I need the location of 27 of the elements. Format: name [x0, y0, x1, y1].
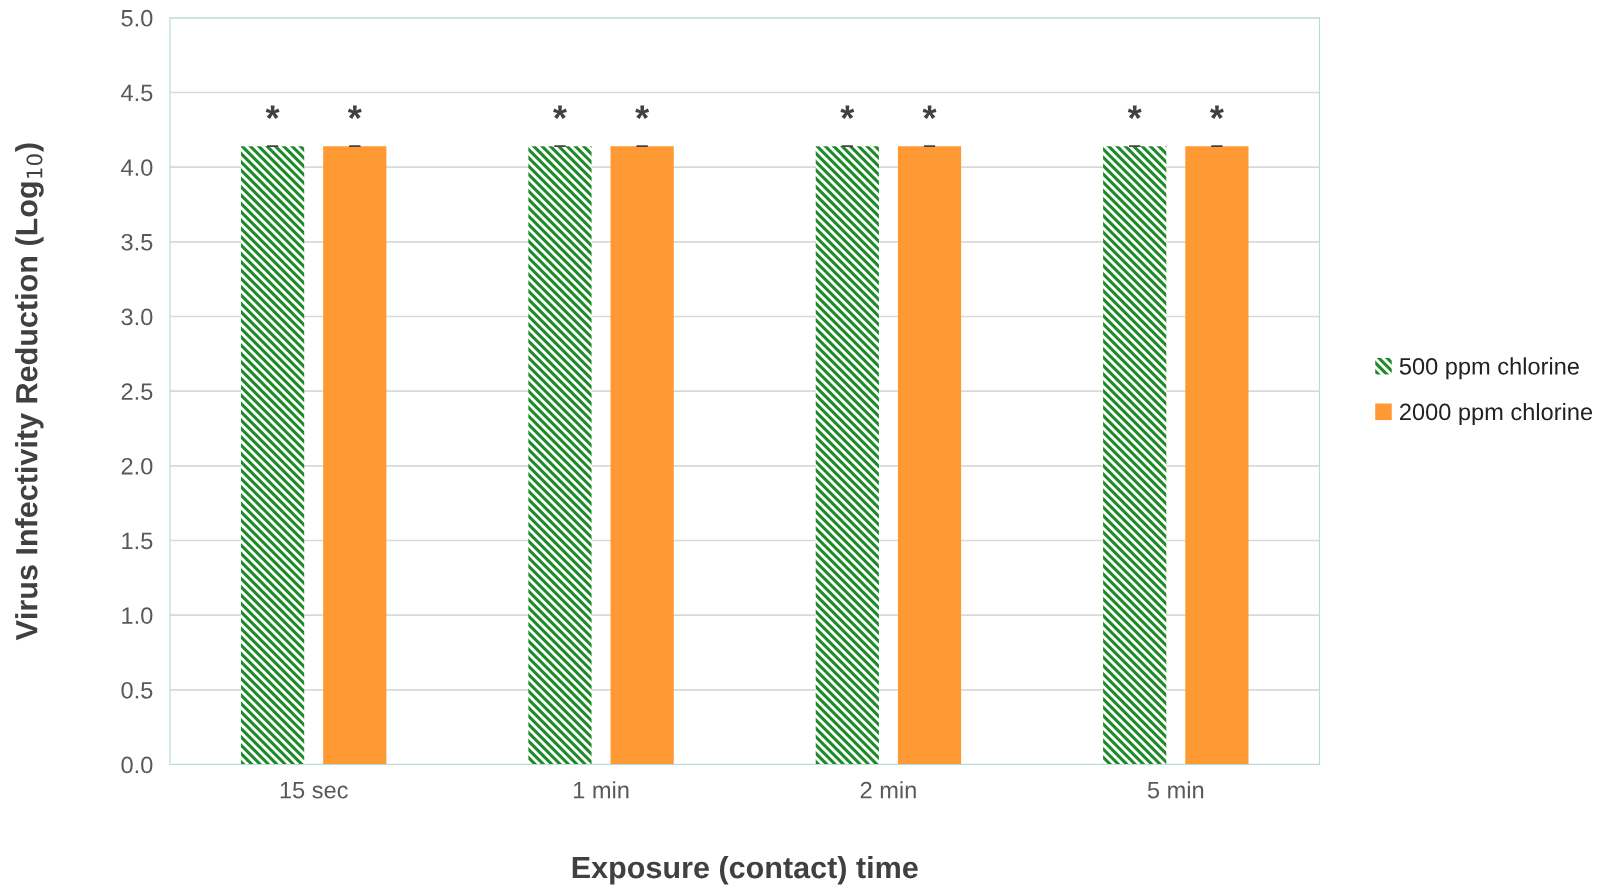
annotation: *	[840, 105, 855, 119]
y-tick-label: 3.0	[121, 308, 153, 326]
y-tick-label: 1.0	[122, 607, 153, 624]
y-axis-title: Virus Infectivity Reduction (Log$_{10}$)	[15, 143, 44, 641]
y-tick-label: 5.0	[121, 9, 153, 27]
annotation: *	[635, 105, 650, 119]
annotation: *	[1127, 105, 1142, 119]
y-tick-label: 1.5	[122, 532, 153, 550]
legend-label: 500 ppm chlorine	[1399, 357, 1579, 380]
y-tick-label: 0.0	[121, 756, 153, 774]
annotation: *	[265, 105, 280, 119]
x-tick-label: 1 min	[573, 781, 629, 799]
x-axis-title: Exposure (contact) time	[572, 855, 918, 885]
y-tick-label: 0.5	[121, 681, 153, 699]
x-tick-label: 5 min	[1147, 781, 1204, 799]
y-tick-label: 2.0	[121, 457, 153, 475]
annotation: *	[553, 105, 567, 119]
x-tick-label: 15 sec	[280, 782, 348, 799]
annotation: *	[922, 105, 937, 119]
legend-label: 2000 ppm chlorine	[1400, 402, 1593, 425]
x-tick-label: 2 min	[860, 781, 916, 799]
y-tick-label: 3.5	[121, 233, 153, 251]
y-tick-label: 4.0	[121, 159, 153, 176]
y-tick-label: 2.5	[121, 383, 153, 400]
annotation: *	[347, 105, 362, 119]
y-tick-label: 4.5	[121, 84, 153, 102]
annotation: *	[1209, 105, 1224, 119]
